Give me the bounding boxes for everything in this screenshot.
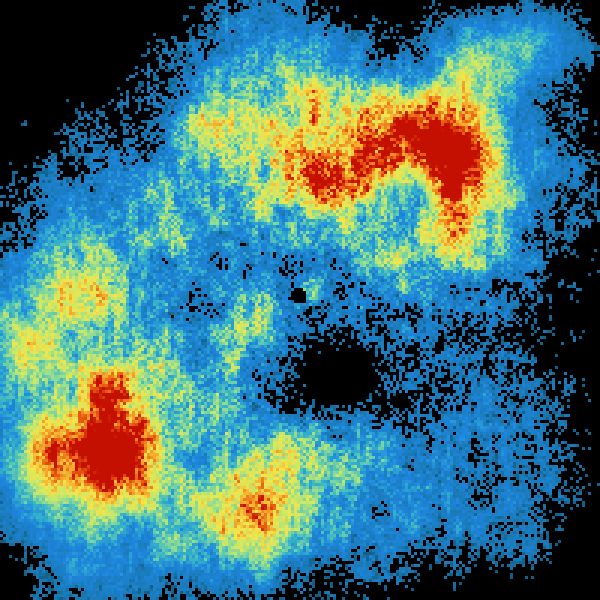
heatmap-figure: jet-on-black	[0, 0, 600, 600]
heatmap-plot-area[interactable]	[0, 0, 600, 600]
